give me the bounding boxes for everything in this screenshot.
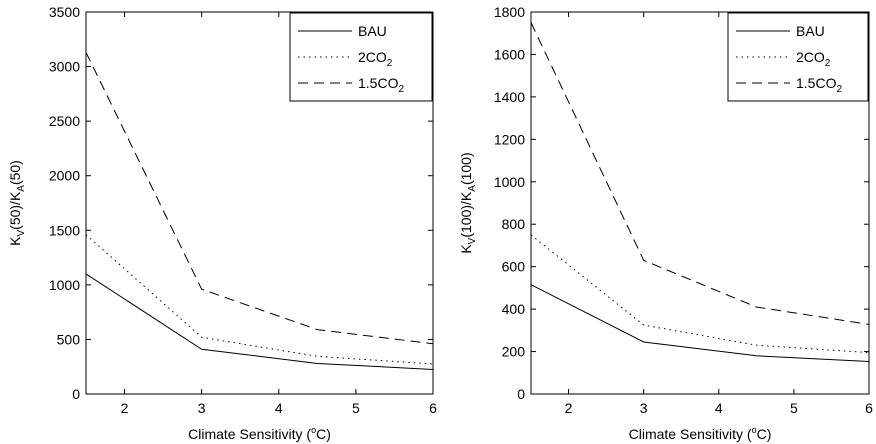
series-line-1-5co2 (530, 22, 870, 325)
y-tick-label: 2000 (49, 168, 80, 184)
y-tick-label: 3500 (49, 4, 80, 20)
y-tick-label: 800 (502, 216, 526, 232)
legend: BAU 2CO2 1.5CO2 (727, 12, 869, 102)
y-tick-label: 0 (517, 386, 525, 402)
y-tick-label: 400 (502, 301, 526, 317)
legend-entry-label: BAU (358, 23, 387, 39)
legend-entry-label: 1.5CO2 (796, 75, 842, 95)
y-tick-label: 200 (502, 344, 526, 360)
legend: BAU 2CO2 1.5CO2 (289, 12, 433, 102)
series-line-1-5co2 (85, 52, 434, 345)
plot-area-frame (530, 11, 870, 395)
plot-area-frame (85, 11, 434, 395)
series-line-bau (530, 284, 870, 363)
x-tick-label: 6 (429, 400, 437, 416)
chart-panel-2: 2 3 4 5 6 0 200 400 600 800 1000 1200 1400 1600 1800 Cl… (458, 4, 873, 442)
x-tick-label: 5 (790, 400, 798, 416)
y-tick-label: 600 (502, 259, 526, 275)
x-tick-label: 4 (275, 400, 283, 416)
y-tick-label: 3000 (49, 59, 80, 75)
y-tick-label: 1400 (494, 89, 525, 105)
legend-box (289, 12, 433, 102)
x-tick-label: 6 (865, 400, 873, 416)
y-tick-label: 0 (72, 386, 80, 402)
y-tick-label: 1500 (49, 222, 80, 238)
series-line-2co2 (85, 234, 434, 365)
legend-entry-label: 2CO2 (796, 49, 831, 69)
x-axis-label: Climate Sensitivity (oC) (629, 425, 772, 442)
y-tick-label: 1000 (49, 277, 80, 293)
legend-entry-label: 1.5CO2 (358, 75, 404, 95)
x-tick-label: 3 (640, 400, 648, 416)
series-line-2co2 (530, 234, 870, 354)
y-tick-label: 1200 (494, 131, 525, 147)
series-line-bau (85, 273, 434, 370)
legend-entry-label: BAU (796, 23, 825, 39)
y-axis-label: KV(50)/KA(50) (7, 160, 27, 246)
x-tick-label: 2 (121, 400, 129, 416)
x-axis-label: Climate Sensitivity (oC) (188, 425, 331, 442)
x-tick-label: 4 (715, 400, 723, 416)
x-tick-label: 3 (198, 400, 206, 416)
y-tick-label: 1600 (494, 46, 525, 62)
x-tick-label: 2 (565, 400, 573, 416)
y-tick-label: 1800 (494, 4, 525, 20)
chart-panel-1: 2 3 4 5 6 0 500 1000 1500 2000 2500 3000 3500 Climate… (7, 4, 437, 442)
legend-box (727, 12, 869, 102)
y-tick-label: 2500 (49, 113, 80, 129)
y-tick-label: 1000 (494, 174, 525, 190)
legend-entry-label: 2CO2 (358, 49, 393, 69)
y-axis-label: KV(100)/KA(100) (458, 152, 478, 253)
x-tick-label: 5 (352, 400, 360, 416)
y-tick-label: 500 (57, 331, 81, 347)
